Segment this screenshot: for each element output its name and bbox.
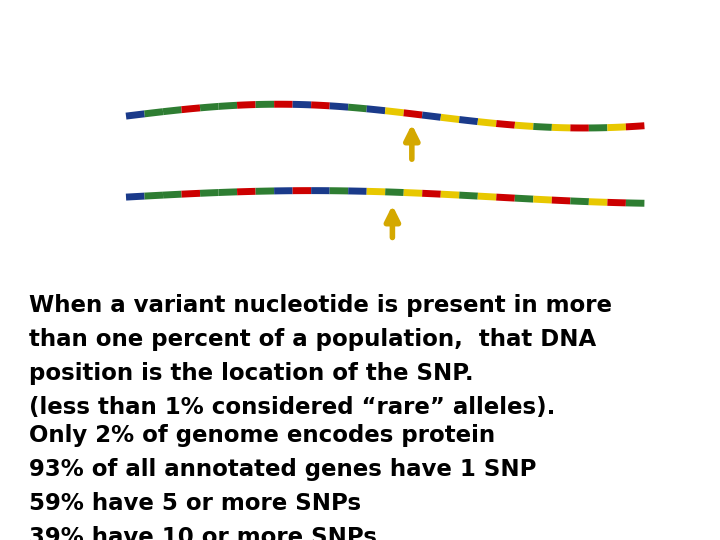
Text: (less than 1% considered “rare” alleles).: (less than 1% considered “rare” alleles)… bbox=[29, 396, 555, 420]
Text: position is the location of the SNP.: position is the location of the SNP. bbox=[29, 362, 474, 386]
Text: 39% have 10 or more SNPs: 39% have 10 or more SNPs bbox=[29, 526, 377, 540]
Text: When a variant nucleotide is present in more: When a variant nucleotide is present in … bbox=[29, 294, 612, 318]
Text: 59% have 5 or more SNPs: 59% have 5 or more SNPs bbox=[29, 492, 361, 515]
Text: than one percent of a population,  that DNA: than one percent of a population, that D… bbox=[29, 328, 596, 352]
Text: 93% of all annotated genes have 1 SNP: 93% of all annotated genes have 1 SNP bbox=[29, 458, 536, 481]
Text: Only 2% of genome encodes protein: Only 2% of genome encodes protein bbox=[29, 424, 495, 447]
